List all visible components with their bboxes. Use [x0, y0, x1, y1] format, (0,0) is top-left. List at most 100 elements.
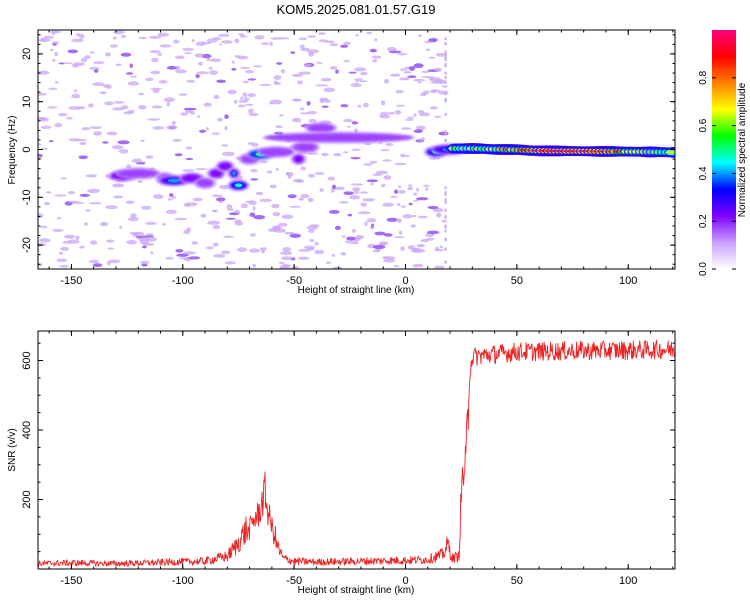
noise-speck	[253, 215, 266, 220]
noise-speck	[357, 104, 362, 108]
noise-speck	[90, 240, 98, 245]
x-tick-label: -100	[172, 575, 194, 587]
noise-speck	[381, 100, 386, 103]
snr-series-line	[38, 339, 675, 567]
noise-speck	[432, 208, 444, 213]
colorbar-tick-label: 0.6	[698, 118, 709, 132]
signal-core	[218, 162, 232, 171]
noise-speck	[343, 118, 353, 123]
noise-speck	[188, 256, 201, 260]
noise-stripe	[444, 50, 447, 54]
noise-speck	[46, 106, 58, 109]
noise-speck	[333, 186, 345, 191]
noise-speck	[89, 66, 100, 70]
noise-speck	[400, 246, 405, 252]
noise-speck	[334, 225, 341, 230]
snr-y-axis: 200 400 600	[21, 342, 675, 553]
noise-speck	[418, 34, 422, 38]
noise-speck	[157, 32, 170, 37]
snr-x-axis-label: Height of straight line (km)	[298, 585, 415, 596]
noise-speck	[102, 141, 109, 144]
noise-speck	[371, 223, 374, 228]
noise-speck	[426, 230, 440, 235]
noise-speck	[343, 59, 350, 63]
noise-speck	[428, 77, 434, 81]
noise-speck	[60, 246, 70, 251]
noise-stripe	[444, 200, 447, 204]
noise-speck	[398, 185, 402, 189]
noise-speck	[212, 209, 216, 213]
noise-speck	[375, 170, 389, 175]
noise-speck	[151, 105, 163, 109]
noise-speck	[45, 191, 52, 194]
main-band	[447, 143, 675, 158]
noise-speck	[182, 169, 195, 172]
noise-stripe	[444, 198, 447, 202]
noise-speck	[93, 61, 105, 65]
noise-speck	[299, 44, 305, 49]
noise-speck	[191, 241, 199, 245]
noise-speck	[402, 214, 413, 219]
noise-speck	[350, 83, 362, 88]
noise-speck	[40, 225, 48, 229]
noise-speck	[224, 114, 229, 119]
noise-speck	[266, 170, 273, 174]
noise-speck	[112, 36, 117, 40]
noise-speck	[157, 52, 163, 56]
noise-speck	[441, 85, 448, 88]
noise-speck	[386, 47, 397, 52]
noise-speck	[413, 63, 424, 69]
noise-speck	[54, 194, 67, 197]
signal-core	[307, 123, 335, 132]
noise-speck	[174, 217, 187, 221]
x-tick-label: 0	[402, 575, 408, 587]
noise-speck	[153, 194, 164, 199]
noise-speck	[248, 112, 259, 117]
signal-segment	[290, 141, 320, 154]
signal-core	[118, 169, 159, 178]
noise-speck	[350, 157, 361, 160]
colorbar-tick-label: 0.2	[698, 214, 709, 228]
noise-speck	[222, 151, 235, 157]
noise-speck	[83, 222, 89, 226]
noise-speck	[238, 33, 245, 36]
signal-segment	[262, 131, 416, 144]
noise-speck	[394, 110, 402, 115]
noise-speck	[220, 250, 231, 255]
noise-speck	[63, 62, 73, 65]
noise-speck	[306, 101, 311, 106]
noise-speck	[418, 112, 431, 117]
noise-speck	[332, 266, 342, 269]
noise-speck	[388, 50, 402, 54]
noise-speck	[127, 81, 140, 86]
noise-speck	[430, 81, 441, 84]
noise-speck	[363, 163, 373, 166]
noise-speck	[104, 101, 114, 106]
noise-speck	[79, 33, 85, 39]
noise-speck	[289, 233, 301, 238]
noise-speck	[103, 84, 110, 88]
noise-speck	[260, 249, 266, 254]
noise-speck	[423, 40, 435, 44]
noise-speck	[236, 55, 249, 60]
noise-speck	[107, 247, 115, 250]
noise-speck	[152, 126, 165, 130]
noise-speck	[51, 30, 56, 35]
noise-speck	[75, 138, 87, 142]
noise-speck	[386, 217, 398, 222]
noise-speck	[413, 113, 417, 117]
noise-speck	[325, 40, 335, 44]
noise-speck	[59, 251, 63, 255]
noise-speck	[92, 263, 103, 267]
noise-speck	[269, 41, 273, 46]
noise-speck	[397, 202, 401, 207]
colorbar-tick-label: 0.8	[698, 70, 709, 84]
noise-speck	[174, 55, 185, 60]
noise-speck	[432, 79, 444, 82]
noise-speck	[421, 70, 430, 73]
noise-speck	[280, 69, 286, 74]
noise-speck	[328, 209, 340, 214]
